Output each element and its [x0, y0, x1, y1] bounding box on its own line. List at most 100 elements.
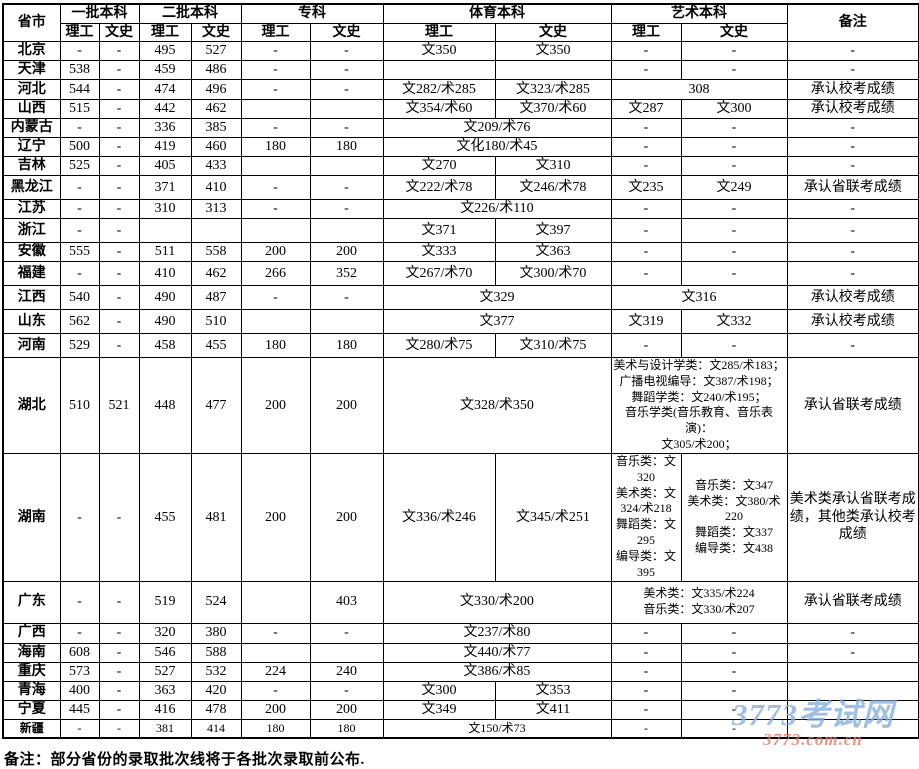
data-cell: 416: [138, 699, 192, 720]
data-cell: -: [680, 156, 788, 176]
data-cell: -: [59, 175, 100, 200]
data-cell: 文226/术110: [382, 199, 612, 219]
data-cell: -: [786, 137, 919, 157]
table-row: 湖南 - -455 481 200 200 文336/术246 文345/术251 音乐类：文3…: [2, 452, 919, 582]
data-cell: 510: [190, 309, 242, 334]
data-cell: 200: [240, 699, 311, 720]
data-cell: 文330/术200: [382, 580, 612, 624]
data-cell: -: [59, 622, 100, 644]
data-cell: -: [680, 622, 788, 644]
data-cell: -: [786, 218, 919, 243]
data-cell: -: [98, 309, 140, 334]
province-cell: 安徽: [2, 242, 61, 262]
data-cell: -: [680, 680, 788, 701]
data-cell: 308: [610, 79, 788, 100]
data-cell: -: [610, 261, 682, 286]
data-cell: -: [59, 118, 100, 138]
data-cell: -: [680, 642, 788, 663]
data-cell: 文300: [382, 680, 496, 701]
data-cell: 538: [59, 60, 100, 80]
data-cell: 180: [309, 137, 384, 157]
data-cell: 文350: [494, 41, 612, 61]
data-cell: 文350: [382, 41, 496, 61]
data-cell: 180: [309, 718, 384, 739]
subheader-cell: 文史: [98, 22, 140, 42]
data-cell: 558: [190, 242, 242, 262]
data-cell: 承认校考成绩: [786, 309, 919, 334]
subheader-cell: 文史: [680, 22, 788, 42]
data-cell: -: [240, 175, 311, 200]
footer-note: 备注：部分省份的录取批次线将于各批次录取前公布.: [4, 752, 365, 768]
data-cell: [240, 580, 311, 624]
data-cell: 455: [190, 333, 242, 358]
admission-score-table: 省市 一批本科 二批本科 专科 体育本科 艺术本科 备注 理工 文史 理工 文史…: [2, 3, 919, 740]
data-cell: -: [98, 79, 140, 100]
data-cell: -: [610, 718, 682, 739]
data-cell: 385: [190, 118, 242, 138]
data-cell: 562: [59, 309, 100, 334]
data-cell: 180: [240, 137, 311, 157]
data-cell: [240, 99, 311, 119]
data-cell: -: [98, 99, 140, 119]
data-cell: 481: [190, 452, 242, 582]
data-cell: -: [98, 60, 140, 80]
data-cell: 承认校考成绩: [786, 285, 919, 310]
province-cell: 青海: [2, 680, 61, 701]
header-row-groups: 省市 一批本科 二批本科 专科 体育本科 艺术本科 备注: [2, 3, 919, 42]
data-cell: 文222/术78: [382, 175, 496, 200]
data-cell: 455: [138, 452, 192, 582]
province-cell: 江西: [2, 285, 61, 310]
data-cell: 文411: [494, 699, 612, 720]
data-cell: 180: [240, 718, 311, 739]
data-cell: 文300/术70: [494, 261, 612, 286]
data-cell: 文370/术60: [494, 99, 612, 119]
data-cell: -: [610, 622, 682, 644]
data-cell: 美术与设计学类：文285/术183； 广播电视编导：文387/术198； 舞蹈学…: [610, 357, 788, 454]
table-row: 辽宁 500-419 460 180 180 文化180/术45- - -: [2, 137, 919, 157]
province-cell: 福建: [2, 261, 61, 286]
data-cell: -: [680, 718, 788, 739]
data-cell: 414: [190, 718, 242, 739]
province-cell: 江苏: [2, 199, 61, 219]
data-cell: 文300: [680, 99, 788, 119]
data-cell: -: [240, 199, 311, 219]
data-cell: 546: [138, 642, 192, 663]
data-cell: [309, 156, 384, 176]
data-cell: 500: [59, 137, 100, 157]
province-cell: 北京: [2, 41, 61, 61]
data-cell: -: [309, 285, 384, 310]
data-cell: -: [98, 261, 140, 286]
data-cell: 445: [59, 699, 100, 720]
header-remark: 备注: [786, 3, 919, 42]
data-cell: 371: [138, 175, 192, 200]
data-cell: 文249: [680, 175, 788, 200]
data-cell: 文345/术251: [494, 452, 612, 582]
data-cell: 555: [59, 242, 100, 262]
data-cell: -: [680, 242, 788, 262]
data-cell: 文397: [494, 218, 612, 243]
data-cell: -: [309, 680, 384, 701]
data-cell: -: [610, 699, 682, 720]
table-row: 湖北 510 521 448 477 200 200 文328/术350 美术与设计学类：文28…: [2, 357, 919, 454]
data-cell: 200: [309, 242, 384, 262]
data-cell: -: [610, 118, 682, 138]
data-cell: [309, 218, 384, 243]
data-cell: 文282/术285: [382, 79, 496, 100]
table-row: 山东 562-490 510 文377 文319 文332 承认校考成绩: [2, 309, 919, 334]
data-cell: 240: [309, 661, 384, 682]
data-cell: 文270: [382, 156, 496, 176]
table-row: 吉林 525-405 433 文270 文310- - -: [2, 156, 919, 176]
data-cell: 478: [190, 699, 242, 720]
data-cell: -: [786, 622, 919, 644]
data-cell: -: [59, 580, 100, 624]
data-cell: -: [59, 261, 100, 286]
data-cell: 文377: [382, 309, 612, 334]
data-cell: -: [98, 285, 140, 310]
province-cell: 新疆: [2, 718, 61, 739]
table-row: 北京 - -495 527- - 文350 文350- - -: [2, 41, 919, 61]
data-cell: [240, 309, 311, 334]
data-cell: 474: [138, 79, 192, 100]
table-row: 安徽 555-511 558 200 200 文333 文363- - -: [2, 242, 919, 262]
data-cell: 400: [59, 680, 100, 701]
data-cell: 文287: [610, 99, 682, 119]
